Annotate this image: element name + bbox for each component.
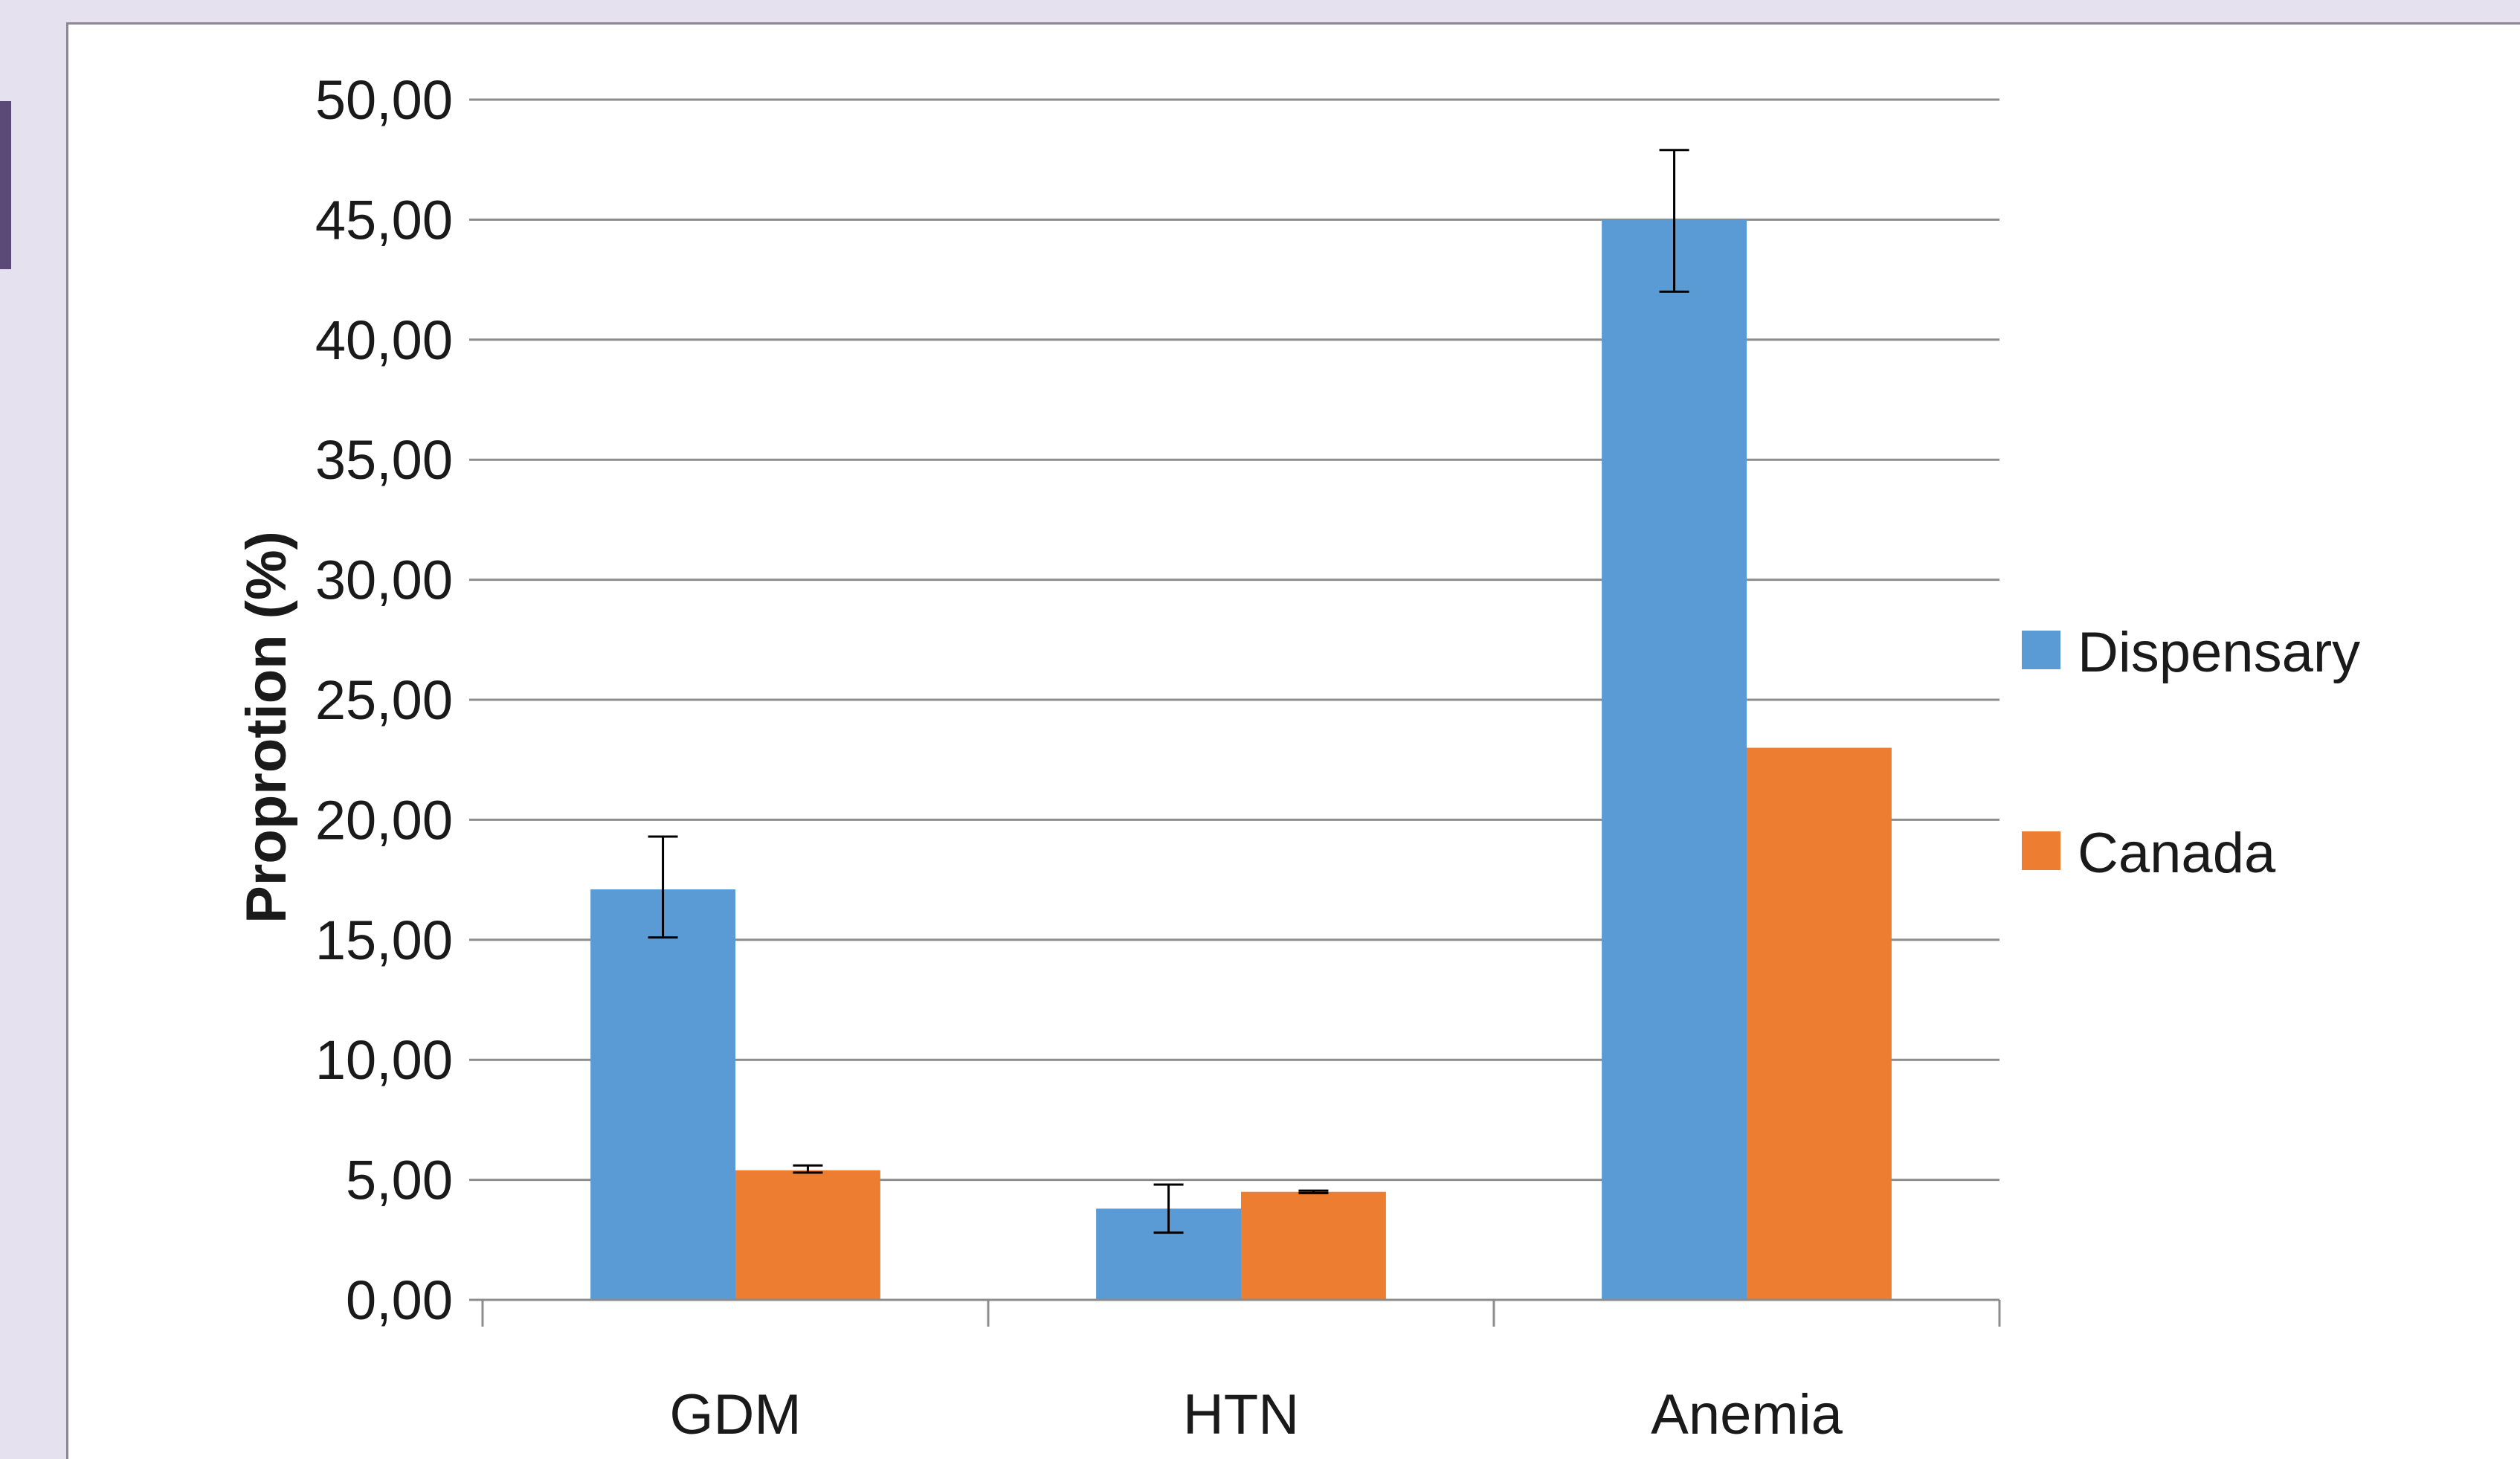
slide-accent-bar xyxy=(0,101,11,269)
bar-canada-anemia xyxy=(1747,747,1892,1300)
y-axis-label: Proprotion (%) xyxy=(235,531,298,924)
y-axis-tick-labels: 0,00 5,00 10,00 15,00 20,00 25,00 30,00 35,00 40… xyxy=(315,69,453,1331)
bar-dispensary-gdm xyxy=(590,889,735,1300)
bar-chart: 0,00 5,00 10,00 15,00 20,00 25,00 30,00 35,00 40… xyxy=(235,69,2360,1446)
bar-canada-gdm xyxy=(735,1170,880,1300)
y-tick-label: 20,00 xyxy=(315,789,453,851)
y-tick-label: 40,00 xyxy=(315,309,453,371)
y-tick-label: 35,00 xyxy=(315,429,453,491)
y-tick-label: 45,00 xyxy=(315,189,453,251)
bar-canada-htn xyxy=(1241,1191,1386,1300)
y-tick-label: 10,00 xyxy=(315,1029,453,1091)
x-tick-label: Anemia xyxy=(1651,1383,1843,1446)
x-tick-label: HTN xyxy=(1183,1383,1299,1446)
y-tick-label: 25,00 xyxy=(315,669,453,731)
y-tick-label: 30,00 xyxy=(315,550,453,611)
legend-label: Dispensary xyxy=(2078,621,2360,684)
bars xyxy=(590,219,1892,1300)
legend: Dispensary Canada xyxy=(2022,621,2360,885)
y-tick-label: 15,00 xyxy=(315,909,453,971)
y-tick-label: 0,00 xyxy=(346,1269,453,1331)
x-axis xyxy=(469,1298,2001,1327)
x-tick-label: GDM xyxy=(669,1383,801,1446)
error-bars xyxy=(648,149,1689,1234)
y-tick-label: 5,00 xyxy=(346,1150,453,1211)
legend-swatch xyxy=(2022,631,2060,669)
legend-label: Canada xyxy=(2078,822,2276,885)
legend-swatch xyxy=(2022,831,2060,870)
bar-dispensary-anemia xyxy=(1602,219,1747,1300)
x-axis-tick-labels: GDM HTN Anemia xyxy=(669,1383,1843,1446)
chart-panel: 0,00 5,00 10,00 15,00 20,00 25,00 30,00 35,00 40… xyxy=(66,22,2520,1459)
y-tick-label: 50,00 xyxy=(315,69,453,131)
